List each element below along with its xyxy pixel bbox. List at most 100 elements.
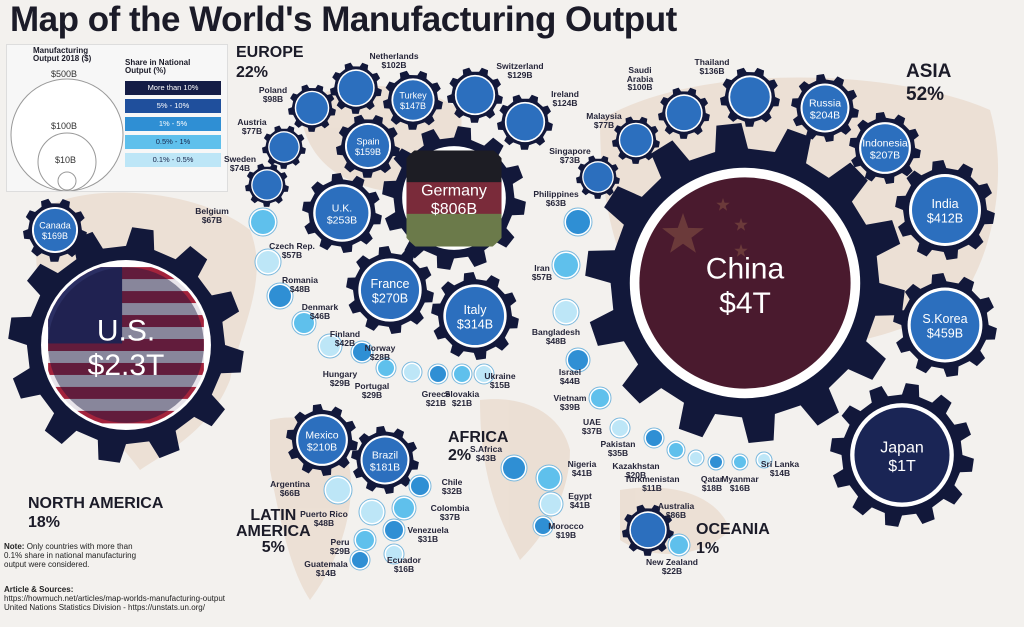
country-label-finland: Finland $42B bbox=[315, 330, 375, 347]
country-label-chile: Chile $32B bbox=[422, 478, 482, 495]
country-label-poland-l1: Poland bbox=[258, 85, 288, 95]
country-label-iran-l2: $57B bbox=[531, 271, 553, 282]
country-label-egypt: Egypt $41B bbox=[550, 492, 610, 509]
gear-indonesia bbox=[849, 112, 921, 184]
bubble-chile bbox=[408, 474, 432, 498]
region-north-america-share: 18% bbox=[28, 514, 61, 531]
country-label-myanmar-l1: Myanmar bbox=[721, 474, 759, 484]
country-label-iran: Iran $57B bbox=[512, 264, 572, 281]
country-label-romania: Romania $48B bbox=[270, 276, 330, 293]
country-label-switzerland-l1: Switzerland bbox=[496, 61, 544, 71]
country-label-pakistan: Pakistan $35B bbox=[588, 440, 648, 457]
legend-bin-1: 5% - 10% bbox=[125, 99, 221, 113]
country-label-singapore-l1: Singapore bbox=[549, 146, 591, 156]
country-label-nigeria-l2: $41B bbox=[571, 467, 593, 478]
country-label-norway: Norway $28B bbox=[350, 344, 410, 361]
country-label-sweden-l1: Sweden bbox=[223, 154, 257, 164]
gear-text-layer: U.S.$2.3T China$4T Germany$806B Japan$1T S.K… bbox=[39, 91, 967, 475]
region-asia-name: ASIA bbox=[906, 61, 952, 82]
region-africa: AFRICA 2% bbox=[448, 430, 508, 464]
country-label-czech-l1: Czech Rep. bbox=[269, 241, 315, 251]
country-label-turkmenistan: Turkmenistan $11B bbox=[622, 475, 682, 492]
country-label-kazakhstan-l1: Kazakhstan bbox=[612, 461, 660, 471]
country-label-saudi-l2: Arabia bbox=[626, 73, 654, 84]
country-label-myanmar: Myanmar $16B bbox=[710, 475, 770, 492]
country-label-denmark-l2: $46B bbox=[309, 310, 331, 321]
gear-label-turkey-name: Turkey bbox=[399, 91, 427, 101]
country-label-saudi-l1: Saudi bbox=[628, 65, 652, 75]
country-label-qatar-l2: $18B bbox=[701, 482, 723, 493]
gear-label-japan-value: $1T bbox=[888, 458, 916, 475]
country-label-argentina-l2: $66B bbox=[279, 487, 301, 498]
bubble-norway bbox=[350, 340, 374, 364]
source-link-2[interactable]: United Nations Statistics Division - htt… bbox=[4, 603, 205, 613]
legend-size-circles bbox=[10, 78, 124, 191]
bubble-bangladesh bbox=[552, 298, 580, 326]
gear-label-brazil-value: $181B bbox=[370, 462, 400, 474]
bubble-nigeria bbox=[535, 464, 563, 492]
country-label-colombia: Colombia $37B bbox=[420, 504, 480, 521]
bubble-qatar bbox=[707, 453, 725, 471]
country-label-malaysia: Malaysia $77B bbox=[574, 112, 634, 129]
country-label-uae-l2: $37B bbox=[581, 425, 603, 436]
country-label-guatemala-l2: $14B bbox=[315, 567, 337, 578]
gear-canada bbox=[23, 198, 87, 262]
country-label-thailand: Thailand $136B bbox=[682, 58, 742, 75]
country-label-nigeria: Nigeria $41B bbox=[552, 460, 612, 477]
gear-sweden bbox=[245, 163, 289, 207]
country-label-sweden: Sweden $74B bbox=[210, 155, 270, 172]
country-label-ecuador-l2: $16B bbox=[393, 563, 415, 574]
country-label-poland-l2: $98B bbox=[262, 93, 284, 104]
country-label-thailand-l1: Thailand bbox=[694, 57, 730, 67]
source-link-1[interactable]: https://howmuch.net/articles/map-worlds-… bbox=[4, 594, 225, 604]
country-label-philippines-l2: $63B bbox=[545, 197, 567, 208]
bubble-myanmar bbox=[731, 453, 749, 471]
bubble-puertorico bbox=[358, 498, 386, 526]
gears-layer bbox=[8, 62, 997, 556]
country-label-newzealand-l1: New Zealand bbox=[646, 557, 698, 567]
note-text-2: 0.1% share in national manufacturing bbox=[4, 551, 137, 561]
gear-poland bbox=[288, 84, 336, 132]
country-label-portugal-l1: Portugal bbox=[354, 381, 390, 391]
country-label-kazakhstan-l2: $20B bbox=[625, 469, 647, 480]
country-label-norway-l2: $28B bbox=[369, 351, 391, 362]
gear-saudi bbox=[658, 87, 710, 139]
country-label-iran-l1: Iran bbox=[534, 263, 550, 273]
country-label-newzealand: New Zealand $22B bbox=[642, 558, 702, 575]
gear-label-skorea-value: $459B bbox=[927, 327, 963, 341]
country-label-israel: Israel $44B bbox=[540, 368, 600, 385]
country-label-ukraine-l2: $15B bbox=[489, 379, 511, 390]
gear-label-china-name: China bbox=[706, 253, 785, 286]
country-label-nigeria-l1: Nigeria bbox=[567, 459, 597, 469]
country-label-malaysia-l2: $77B bbox=[593, 119, 615, 130]
legend-share-title: Share in National Output (%) bbox=[125, 58, 190, 76]
country-label-colombia-l1: Colombia bbox=[430, 503, 470, 513]
bubble-argentina bbox=[323, 475, 353, 505]
country-label-argentina: Argentina $66B bbox=[260, 480, 320, 497]
country-label-uae-l1: UAE bbox=[583, 417, 601, 427]
gear-label-mexico-name: Mexico bbox=[305, 429, 338, 441]
country-label-romania-l2: $48B bbox=[289, 283, 311, 294]
bubble-ecuador bbox=[383, 543, 405, 565]
legend-bin-2: 1% - 5% bbox=[125, 117, 221, 131]
country-label-bangladesh-l2: $48B bbox=[545, 335, 567, 346]
country-label-pakistan-l1: Pakistan bbox=[600, 439, 636, 449]
country-label-singapore: Singapore $73B bbox=[540, 147, 600, 164]
country-label-egypt-l1: Egypt bbox=[568, 491, 592, 501]
legend-bin-3: 0.5% - 1% bbox=[125, 135, 221, 149]
gear-label-germany-name: Germany bbox=[421, 183, 487, 200]
gear-skorea bbox=[893, 273, 997, 377]
region-latin-america-share: 5% bbox=[261, 539, 285, 556]
gear-india bbox=[895, 160, 995, 260]
country-label-israel-l1: Israel bbox=[558, 367, 582, 377]
country-label-norway-l1: Norway bbox=[364, 343, 396, 353]
region-africa-name: AFRICA bbox=[448, 429, 509, 446]
sources-label: Article & Sources: bbox=[4, 585, 74, 594]
gear-germany bbox=[382, 126, 526, 270]
country-label-greece: Greece $21B bbox=[406, 390, 466, 407]
gear-label-france-name: France bbox=[371, 277, 410, 291]
gear-label-germany-value: $806B bbox=[431, 201, 477, 218]
country-label-finland-l2: $42B bbox=[334, 337, 356, 348]
bubble-uae bbox=[609, 417, 631, 439]
bubble-slovakia bbox=[451, 363, 473, 385]
